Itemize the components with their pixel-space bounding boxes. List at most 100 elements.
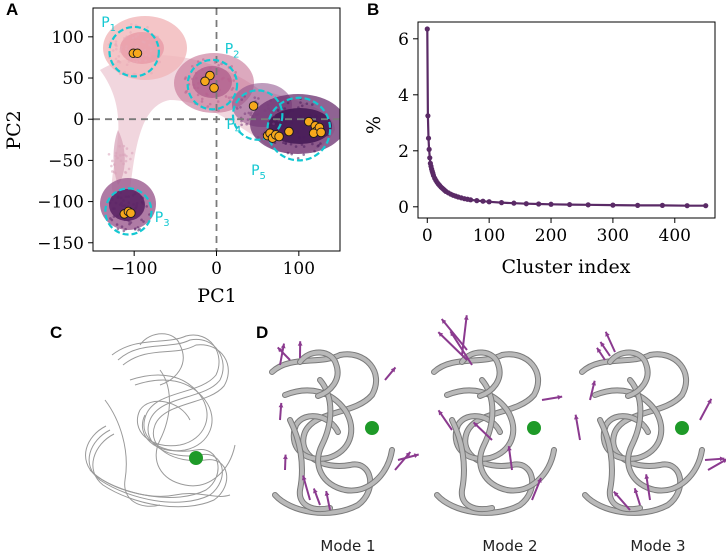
sampled-point <box>108 56 111 59</box>
mode-2-label: Mode 2 <box>482 537 537 555</box>
sampled-point <box>297 106 300 109</box>
sampled-point <box>118 72 122 76</box>
sampled-point <box>110 218 114 222</box>
sampled-point <box>294 145 298 148</box>
sampled-point <box>249 113 252 117</box>
displacement-arrow <box>449 330 473 366</box>
sampled-point <box>156 35 160 39</box>
displacement-arrowhead <box>413 453 419 458</box>
sampled-point <box>121 153 125 157</box>
sampled-point <box>114 57 118 61</box>
sampled-point <box>290 121 294 124</box>
sampled-point <box>112 215 116 218</box>
sampled-point <box>122 229 126 233</box>
displacement-arrowhead <box>301 475 307 481</box>
sampled-point <box>235 107 239 110</box>
sampled-point <box>275 122 279 125</box>
sampled-point <box>193 86 196 90</box>
sampled-point <box>124 170 127 174</box>
sampled-point <box>134 207 137 210</box>
cluster-population-point <box>480 198 486 204</box>
sampled-point <box>141 40 145 43</box>
sampled-point <box>255 113 258 117</box>
sampled-point <box>299 114 302 118</box>
sampled-point <box>131 36 135 40</box>
population-circle-p3 <box>104 187 153 236</box>
sampled-point <box>124 159 128 163</box>
cluster-center <box>200 76 210 87</box>
sampled-point <box>115 223 119 226</box>
cluster-center <box>274 131 284 142</box>
sampled-point <box>150 45 153 48</box>
sampled-point <box>217 109 220 112</box>
sampled-point <box>201 58 205 61</box>
sampled-point <box>140 195 143 199</box>
sampled-point <box>129 157 132 161</box>
sampled-point <box>200 68 204 71</box>
cluster-population-point <box>585 202 591 208</box>
sampled-point <box>313 149 316 153</box>
cluster-center <box>248 101 259 111</box>
binding-site-sphere <box>527 421 541 435</box>
pca-x-axis-label: PC1 <box>197 285 236 307</box>
panel-letter-d: D <box>256 323 269 342</box>
sampled-point <box>130 151 134 155</box>
sampled-point <box>107 152 111 156</box>
sampled-point <box>132 72 136 76</box>
sampled-point <box>127 195 130 198</box>
displacement-arrowhead <box>280 343 286 349</box>
backbone-tube <box>288 418 332 511</box>
sampled-point <box>247 111 251 115</box>
sampled-point <box>116 196 120 200</box>
cluster-x-tick-label: 200 <box>535 226 567 246</box>
sampled-point <box>119 159 123 163</box>
sampled-point <box>135 201 139 205</box>
density-cloud-p2-core <box>192 66 232 98</box>
sampled-point <box>111 198 114 201</box>
sampled-point <box>146 25 149 29</box>
population-circle-p5 <box>266 96 332 162</box>
cluster-population-point <box>511 200 517 206</box>
sampled-point <box>114 151 118 155</box>
population-circle-p4 <box>231 89 284 141</box>
cluster-y-tick-label: 6 <box>398 30 409 50</box>
sampled-point <box>125 35 128 38</box>
sampled-point <box>266 103 270 107</box>
mode-2-structure <box>431 315 563 516</box>
sampled-point <box>125 45 128 48</box>
displacement-arrowhead <box>438 332 444 337</box>
displacement-arrowhead <box>557 394 563 400</box>
sampled-point <box>115 44 118 48</box>
sampled-point <box>119 196 123 200</box>
sampled-point <box>119 47 123 51</box>
sampled-point <box>243 112 247 116</box>
sampled-point <box>299 101 302 104</box>
sampled-point <box>129 217 133 221</box>
displacement-arrowhead <box>600 341 605 347</box>
sampled-point <box>251 115 254 118</box>
sampled-point <box>124 195 128 198</box>
sampled-point <box>111 170 114 173</box>
sampled-point <box>138 227 141 231</box>
sampled-point <box>217 69 220 72</box>
sampled-point <box>124 47 128 51</box>
sampled-point <box>126 218 129 222</box>
sampled-point <box>237 125 240 129</box>
sampled-point <box>286 138 289 142</box>
sampled-point <box>122 162 125 166</box>
sampled-point <box>136 33 140 36</box>
cluster-y-tick-label: 2 <box>398 142 409 162</box>
sampled-point <box>184 91 187 94</box>
cluster-center <box>316 127 326 138</box>
sampled-point <box>111 159 114 163</box>
sampled-point <box>116 227 120 231</box>
pca-x-tick-label: 100 <box>283 259 315 279</box>
cluster-population-point <box>548 201 554 207</box>
sampled-point <box>305 102 309 105</box>
sampled-point <box>240 119 243 123</box>
displacement-arrowhead <box>596 347 602 353</box>
panel-letter-a: A <box>6 0 19 19</box>
sampled-point <box>302 135 306 139</box>
backbone-trace <box>92 344 229 508</box>
